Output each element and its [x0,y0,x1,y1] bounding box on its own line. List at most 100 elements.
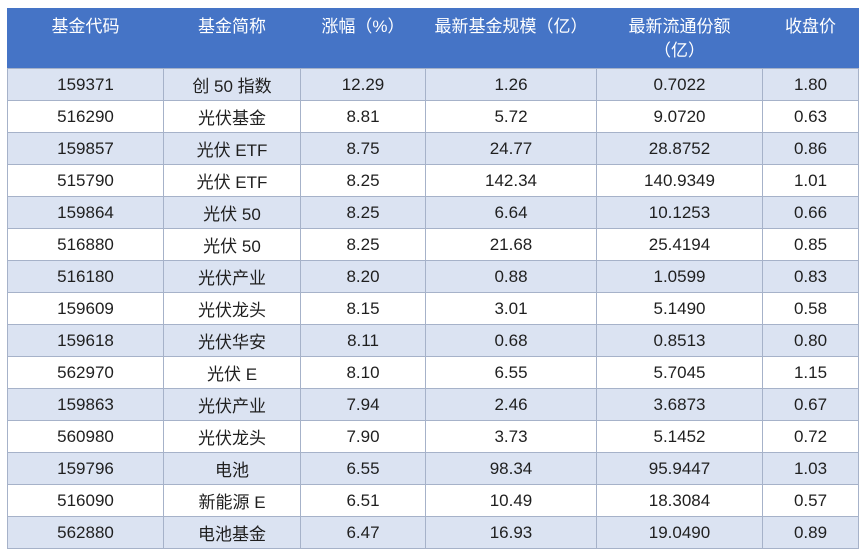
table-cell: 516180 [7,260,164,293]
table-cell: 5.7045 [596,356,763,389]
table-row: 562880 电池基金 6.47 16.93 19.0490 0.89 [7,516,859,549]
table-header-row: 基金代码 基金简称 涨幅（%） 最新基金规模（亿） 最新流通份额 （亿） 收盘价 [7,8,859,69]
table-cell: 8.25 [300,196,426,229]
table-cell: 516290 [7,100,164,133]
table-cell: 7.90 [300,420,426,453]
table-row: 516090 新能源 E 6.51 10.49 18.3084 0.57 [7,484,859,517]
table-cell: 5.1452 [596,420,763,453]
table-cell: 光伏 ETF [163,132,301,165]
table-row: 516180 光伏产业 8.20 0.88 1.0599 0.83 [7,260,859,293]
col-header-label: 涨幅（%） [321,17,405,36]
table-cell: 142.34 [425,164,597,197]
table-cell: 159609 [7,292,164,325]
table-cell: 8.20 [300,260,426,293]
table-cell: 8.10 [300,356,426,389]
table-cell: 21.68 [425,228,597,261]
table-cell: 光伏 E [163,356,301,389]
table-cell: 562880 [7,516,164,549]
table-cell: 6.55 [425,356,597,389]
table-cell: 18.3084 [596,484,763,517]
table-cell: 0.68 [425,324,597,357]
table-cell: 0.8513 [596,324,763,357]
table-cell: 159618 [7,324,164,357]
table-cell: 95.9447 [596,452,763,485]
table-cell: 5.1490 [596,292,763,325]
table-cell: 新能源 E [163,484,301,517]
fund-table: 基金代码 基金简称 涨幅（%） 最新基金规模（亿） 最新流通份额 （亿） 收盘价 [7,8,859,549]
table-cell: 8.15 [300,292,426,325]
table-cell: 电池 [163,452,301,485]
table-cell: 0.7022 [596,68,763,101]
table-cell: 光伏产业 [163,260,301,293]
col-header-label: 基金代码 [51,17,120,36]
table-row: 159618 光伏华安 8.11 0.68 0.8513 0.80 [7,324,859,357]
table-cell: 1.03 [762,452,859,485]
table-cell: 5.72 [425,100,597,133]
table-cell: 创 50 指数 [163,68,301,101]
table-cell: 140.9349 [596,164,763,197]
table-cell: 7.94 [300,388,426,421]
table-cell: 光伏产业 [163,388,301,421]
table-cell: 6.51 [300,484,426,517]
table-cell: 0.57 [762,484,859,517]
table-cell: 10.49 [425,484,597,517]
table-cell: 0.66 [762,196,859,229]
table-cell: 0.88 [425,260,597,293]
table-row: 159609 光伏龙头 8.15 3.01 5.1490 0.58 [7,292,859,325]
col-header-label: 基金简称 [198,17,266,36]
table-cell: 12.29 [300,68,426,101]
col-header-label: 最新流通份额 [628,17,731,36]
table-cell: 560980 [7,420,164,453]
table-cell: 159864 [7,196,164,229]
table-cell: 0.80 [762,324,859,357]
table-cell: 0.83 [762,260,859,293]
table-cell: 0.85 [762,228,859,261]
table-cell: 光伏 50 [163,228,301,261]
table-cell: 159796 [7,452,164,485]
table-cell: 1.0599 [596,260,763,293]
table-row: 159864 光伏 50 8.25 6.64 10.1253 0.66 [7,196,859,229]
table-cell: 8.25 [300,228,426,261]
table-cell: 9.0720 [596,100,763,133]
table-row: 562970 光伏 E 8.10 6.55 5.7045 1.15 [7,356,859,389]
table-cell: 159863 [7,388,164,421]
table-cell: 8.25 [300,164,426,197]
table-cell: 光伏龙头 [163,420,301,453]
table-cell: 1.26 [425,68,597,101]
table-cell: 0.72 [762,420,859,453]
table-row: 515790 光伏 ETF 8.25 142.34 140.9349 1.01 [7,164,859,197]
fund-table-container: 基金代码 基金简称 涨幅（%） 最新基金规模（亿） 最新流通份额 （亿） 收盘价 [7,8,859,549]
table-row: 560980 光伏龙头 7.90 3.73 5.1452 0.72 [7,420,859,453]
table-cell: 0.67 [762,388,859,421]
table-row: 159857 光伏 ETF 8.75 24.77 28.8752 0.86 [7,132,859,165]
table-row: 516290 光伏基金 8.81 5.72 9.0720 0.63 [7,100,859,133]
table-cell: 159857 [7,132,164,165]
table-cell: 2.46 [425,388,597,421]
table-cell: 6.64 [425,196,597,229]
table-cell: 光伏龙头 [163,292,301,325]
table-cell: 516090 [7,484,164,517]
col-header-latest-float-shares: 最新流通份额 （亿） [596,8,763,69]
col-header-label: 最新基金规模（亿） [434,17,588,36]
col-header-close-price: 收盘价 [762,8,859,69]
table-row: 516880 光伏 50 8.25 21.68 25.4194 0.85 [7,228,859,261]
table-cell: 8.11 [300,324,426,357]
table-cell: 0.89 [762,516,859,549]
col-header-fund-code: 基金代码 [7,8,164,69]
table-cell: 516880 [7,228,164,261]
col-header-label-line2: （亿） [654,41,705,60]
table-cell: 光伏 50 [163,196,301,229]
table-body: 159371 创 50 指数 12.29 1.26 0.7022 1.80 516290 光伏… [7,68,859,549]
table-cell: 3.73 [425,420,597,453]
table-cell: 1.15 [762,356,859,389]
table-row: 159863 光伏产业 7.94 2.46 3.6873 0.67 [7,388,859,421]
table-cell: 6.47 [300,516,426,549]
table-cell: 0.58 [762,292,859,325]
table-cell: 515790 [7,164,164,197]
table-cell: 光伏华安 [163,324,301,357]
col-header-fund-name: 基金简称 [163,8,301,69]
col-header-label: 收盘价 [785,17,836,36]
table-row: 159371 创 50 指数 12.29 1.26 0.7022 1.80 [7,68,859,101]
table-cell: 0.63 [762,100,859,133]
table-cell: 光伏 ETF [163,164,301,197]
